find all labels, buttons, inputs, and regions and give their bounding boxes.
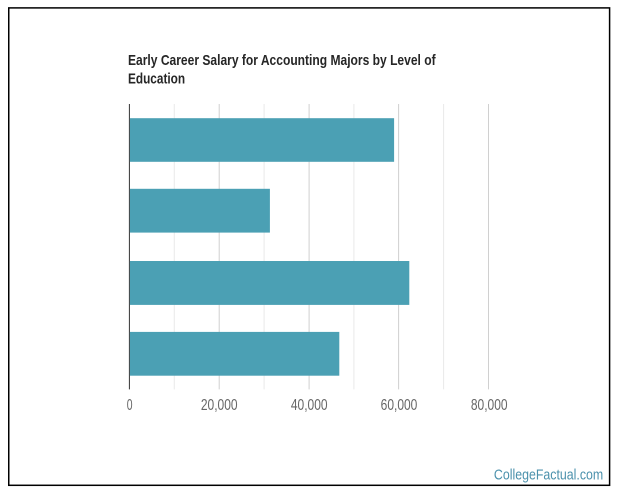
svg-text:40,000: 40,000 — [291, 397, 328, 414]
svg-text:80,000: 80,000 — [471, 397, 508, 414]
svg-text:CollegeFactual.com: CollegeFactual.com — [494, 466, 603, 483]
svg-text:20,000: 20,000 — [201, 397, 238, 414]
svg-text:0: 0 — [127, 397, 133, 414]
svg-text:Education: Education — [128, 70, 185, 87]
svg-text:Early Career Salary for Accoun: Early Career Salary for Accounting Major… — [128, 52, 436, 69]
svg-text:60,000: 60,000 — [381, 397, 418, 414]
